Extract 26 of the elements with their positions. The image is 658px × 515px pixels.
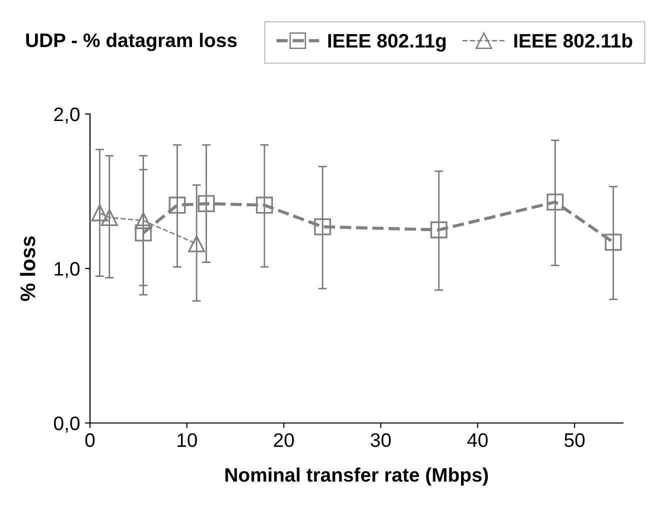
y-tick-label: 2,0 — [54, 107, 80, 124]
point — [314, 218, 332, 236]
point — [100, 209, 118, 226]
point — [134, 224, 152, 242]
y-tick-label: 1,0 — [54, 262, 80, 278]
x-tick-label: 40 — [467, 433, 488, 448]
y-tick-label: 0,0 — [54, 416, 80, 433]
point — [91, 204, 108, 222]
legend-label: IEEE 802.11g — [328, 34, 446, 52]
point — [604, 234, 622, 251]
x-axis-title: Nominal transfer rate (Mbps) — [225, 468, 488, 486]
chart-title: UDP - % datagram loss — [26, 32, 237, 52]
point — [168, 196, 186, 214]
point — [134, 212, 152, 230]
x-tick-label: 20 — [274, 433, 294, 448]
point — [198, 195, 215, 212]
legend-label: IEEE 802.11b — [514, 33, 632, 48]
point — [546, 194, 564, 211]
x-tick-label: 10 — [178, 433, 197, 448]
point — [188, 235, 206, 252]
point — [256, 196, 273, 214]
x-tick-label: 50 — [564, 433, 585, 448]
point — [430, 221, 448, 238]
x-tick-label: 30 — [370, 433, 391, 448]
y-axis-title: % loss — [20, 236, 36, 301]
x-tick-label: 0 — [85, 433, 95, 448]
